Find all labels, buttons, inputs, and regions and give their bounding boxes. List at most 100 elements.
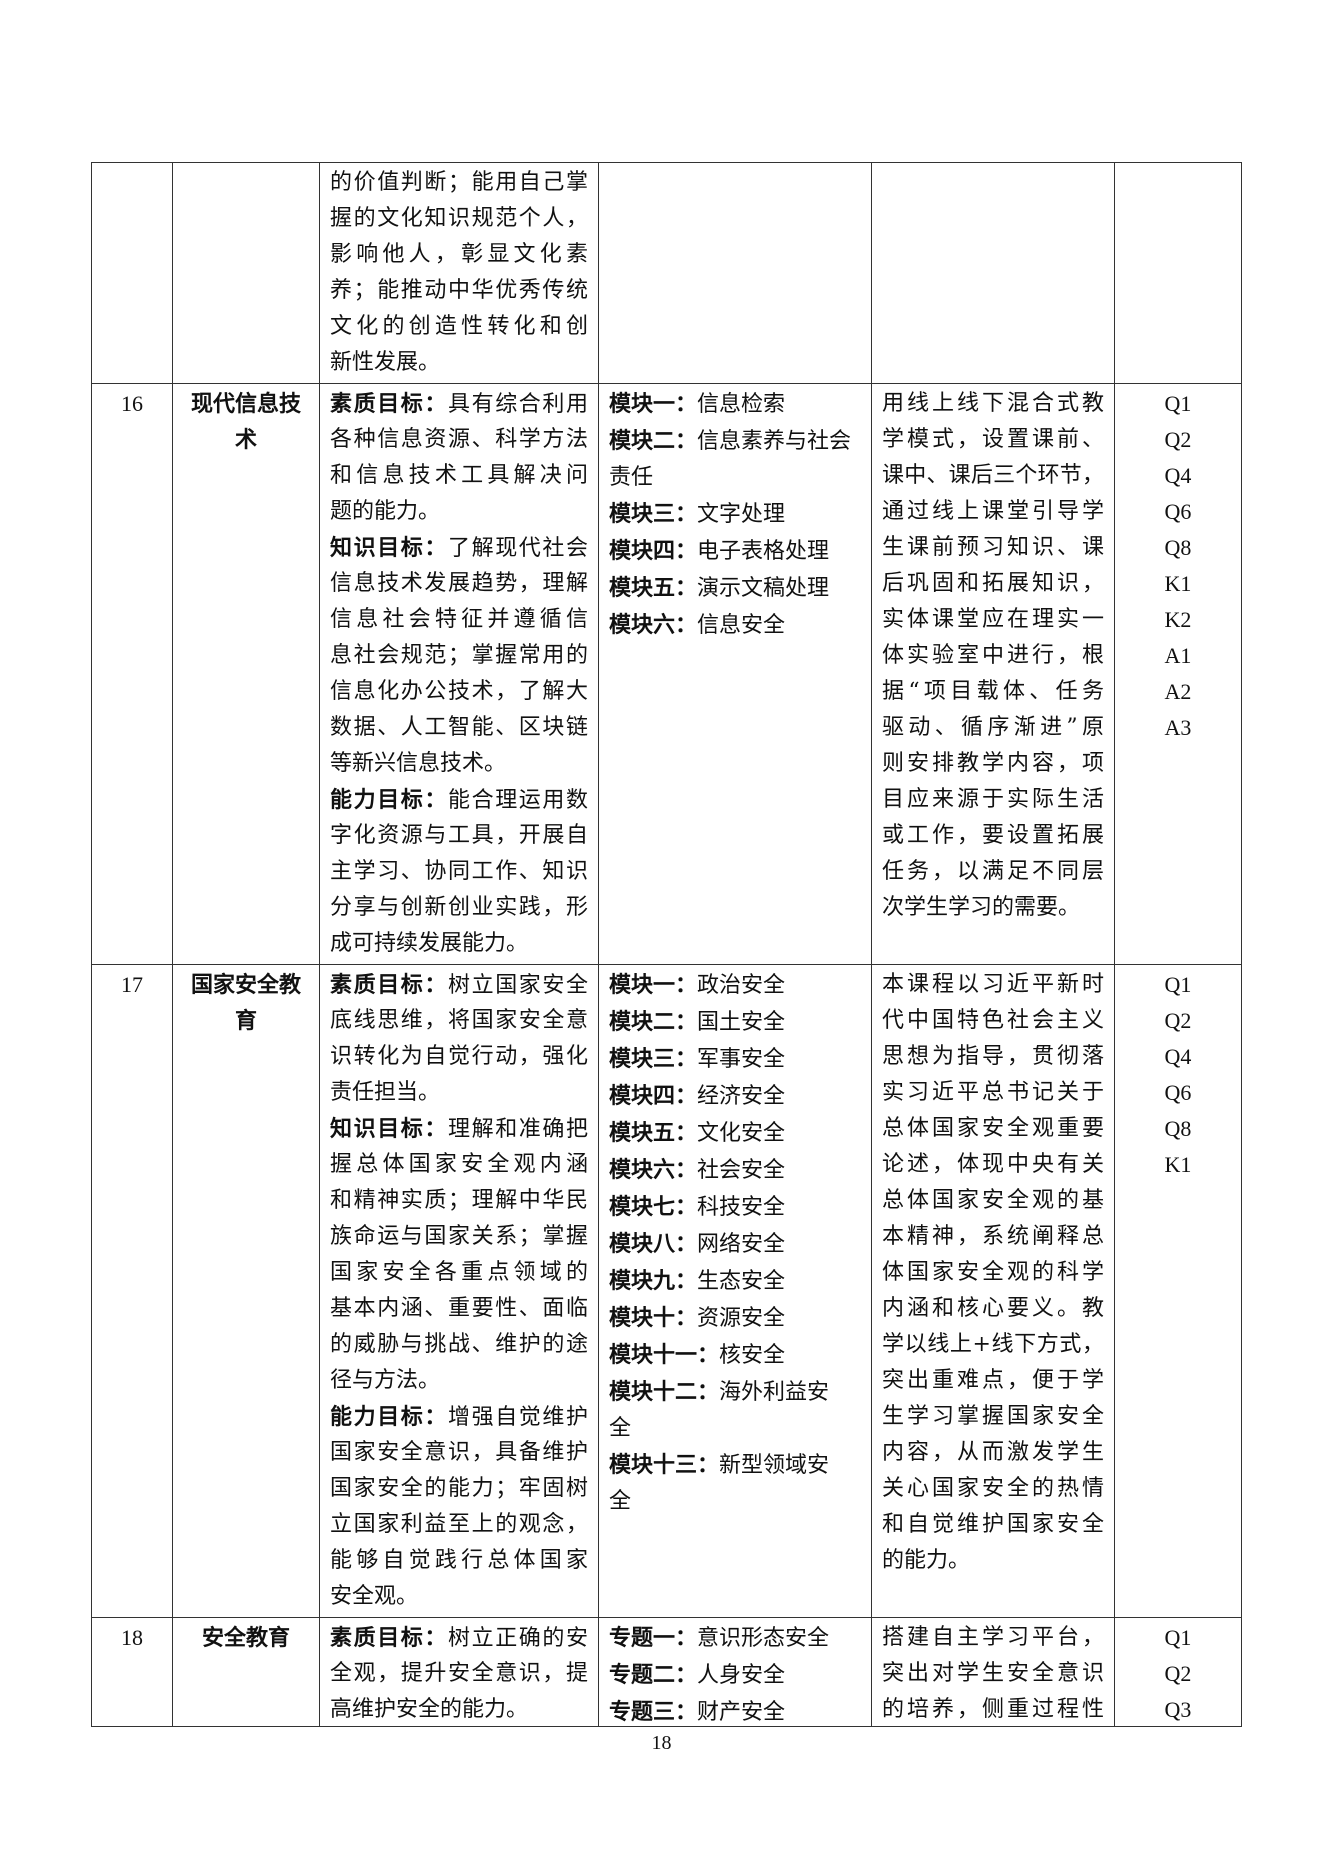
item-text: 息社会规范；掌握常用的: [330, 643, 588, 668]
item-text: 新型领域安: [719, 1453, 830, 1478]
text-line: 学以线上+线下方式，: [882, 1332, 1104, 1357]
item-label: 能力目标：: [330, 787, 448, 813]
item-text: 安全观。: [330, 1584, 419, 1609]
module-item: 模块十：资源安全: [609, 1300, 861, 1337]
text-line: 等新兴信息技术。: [330, 746, 588, 782]
module-item: 模块六：信息安全: [609, 607, 861, 644]
text-line: 目应来源于实际生活: [882, 787, 1104, 812]
item-text: 和信息技术工具解决问: [330, 463, 588, 488]
item-label: 模块十一：: [609, 1342, 720, 1368]
item-text: 生态安全: [697, 1269, 786, 1294]
item-text: 主学习、协同工作、知识: [330, 859, 588, 884]
text-line: 能力目标：能合理运用数: [330, 782, 588, 818]
item-label: 模块四：: [609, 1083, 698, 1109]
item-text: 等新兴信息技术。: [330, 751, 507, 776]
module-item: 模块一：政治安全: [609, 967, 861, 1004]
page-number: 18: [651, 1732, 672, 1754]
item-text: 意识形态安全: [697, 1626, 830, 1651]
module-item: 模块七：科技安全: [609, 1189, 861, 1226]
module-item: 专题一：意识形态安全: [609, 1620, 861, 1657]
module-item: 全: [609, 1411, 861, 1447]
item-text: 科技安全: [697, 1195, 786, 1220]
text-line: 能力目标：增强自觉维护: [330, 1399, 588, 1435]
text-line: 成可持续发展能力。: [330, 926, 588, 962]
item-label: 模块一：: [609, 391, 698, 417]
module-item: 模块五：文化安全: [609, 1115, 861, 1152]
item-text: 军事安全: [697, 1047, 786, 1072]
item-text: 财产安全: [697, 1700, 786, 1724]
module-item: 模块八：网络安全: [609, 1226, 861, 1263]
course-number-cell: 16: [91, 383, 173, 965]
item-text: 全观，提升安全意识，提: [330, 1661, 588, 1686]
item-label: 模块五：: [609, 575, 698, 601]
text-line: 或工作，要设置拓展: [882, 823, 1104, 848]
item-label: 素质目标：: [330, 972, 448, 998]
text-line: 能够自觉践行总体国家: [330, 1543, 588, 1579]
item-text: 了解现代社会: [448, 536, 588, 561]
item-label: 专题二：: [609, 1662, 698, 1688]
objective-codes-cell: Q1 Q2 Q3: [1114, 1617, 1242, 1727]
item-text: 人身安全: [697, 1663, 786, 1688]
item-text: 养；能推动中华优秀传统: [330, 278, 588, 303]
item-text: 数据、人工智能、区块链: [330, 715, 588, 740]
module-item: 模块二：国土安全: [609, 1004, 861, 1041]
text-line: 总体国家安全观重要: [882, 1116, 1104, 1141]
text-line: 和自觉维护国家安全: [882, 1512, 1104, 1537]
text-line: 字化资源与工具，开展自: [330, 818, 588, 854]
objectives-cell: 素质目标：树立正确的安 全观，提升安全意识，提 高维护安全的能力。: [319, 1617, 599, 1727]
text-line: 握总体国家安全观内涵: [330, 1147, 588, 1183]
objective-code: A1: [1164, 643, 1192, 668]
text-line: 主学习、协同工作、知识: [330, 854, 588, 890]
module-item: 模块一：信息检索: [609, 386, 861, 423]
objective-code: Q1: [1164, 1625, 1192, 1650]
item-text: 电子表格处理: [697, 539, 830, 564]
objective-code: Q4: [1164, 463, 1192, 488]
text-line: 实体课堂应在理实一: [882, 607, 1104, 632]
text-line: 搭建自主学习平台，: [882, 1625, 1104, 1650]
course-name-cell: 现代信息技术: [172, 383, 320, 965]
item-label: 素质目标：: [330, 1625, 448, 1651]
text-line: 生课前预习知识、课: [882, 535, 1104, 560]
item-label: 模块一：: [609, 972, 698, 998]
text-line: 径与方法。: [330, 1363, 588, 1399]
objective-codes-cell: Q1 Q2 Q4 Q6 Q8 K1 K2 A1 A2 A3: [1114, 383, 1242, 965]
objectives-cell: 的价值判断；能用自己掌 握的文化知识规范个人， 影响他人，彰显文化素 养；能推动中华优…: [319, 162, 599, 384]
text-line: 任务，以满足不同层: [882, 859, 1104, 884]
objective-code: A3: [1164, 715, 1192, 740]
teaching-method-cell: [871, 162, 1115, 384]
text-line: 突出重难点，便于学: [882, 1368, 1104, 1393]
objective-code: Q8: [1164, 1116, 1192, 1141]
objective-code: K2: [1164, 607, 1192, 632]
item-text: 信息化办公技术，了解大: [330, 679, 588, 704]
item-label: 模块六：: [609, 612, 698, 638]
course-number-cell: 17: [91, 964, 173, 1618]
objective-code: Q3: [1164, 1697, 1192, 1722]
item-text: 网络安全: [697, 1232, 786, 1257]
text-line: 题的能力。: [330, 494, 588, 530]
text-line: 握的文化知识规范个人，: [330, 201, 588, 237]
item-label: 模块七：: [609, 1194, 698, 1220]
item-label: 模块十：: [609, 1305, 698, 1331]
text-line: 论述，体现中央有关: [882, 1152, 1104, 1177]
item-text: 径与方法。: [330, 1368, 441, 1393]
table-row: 16 现代信息技术 素质目标：具有综合利用各种信息资源、科学方法 和信息技术工具解决问…: [91, 383, 1242, 965]
teaching-method-cell: 搭建自主学习平台， 突出对学生安全意识 的培养，侧重过程性: [871, 1617, 1115, 1727]
item-text: 全: [609, 1489, 632, 1514]
item-text: 全: [609, 1416, 632, 1441]
item-text: 增强自觉维护: [448, 1405, 588, 1430]
item-text: 识转化为自觉行动，强化: [330, 1044, 588, 1069]
text-line: 体国家安全观的科学: [882, 1260, 1104, 1285]
item-text: 字化资源与工具，开展自: [330, 823, 588, 848]
text-line: 的培养，侧重过程性: [882, 1697, 1104, 1722]
item-label: 模块八：: [609, 1231, 698, 1257]
text-line: 素质目标：具有综合利用: [330, 386, 588, 422]
text-line: 学模式，设置课前、: [882, 427, 1104, 452]
item-text: 的价值判断；能用自己掌: [330, 170, 588, 195]
item-text: 高维护安全的能力。: [330, 1697, 529, 1722]
item-text: 握的文化知识规范个人，: [330, 206, 588, 231]
text-line: 的价值判断；能用自己掌: [330, 165, 588, 201]
text-line: 国家安全的能力；牢固树: [330, 1471, 588, 1507]
objective-code: Q2: [1164, 1008, 1192, 1033]
item-text: 各种信息资源、科学方法: [330, 427, 588, 452]
objective-code: Q1: [1164, 972, 1192, 997]
